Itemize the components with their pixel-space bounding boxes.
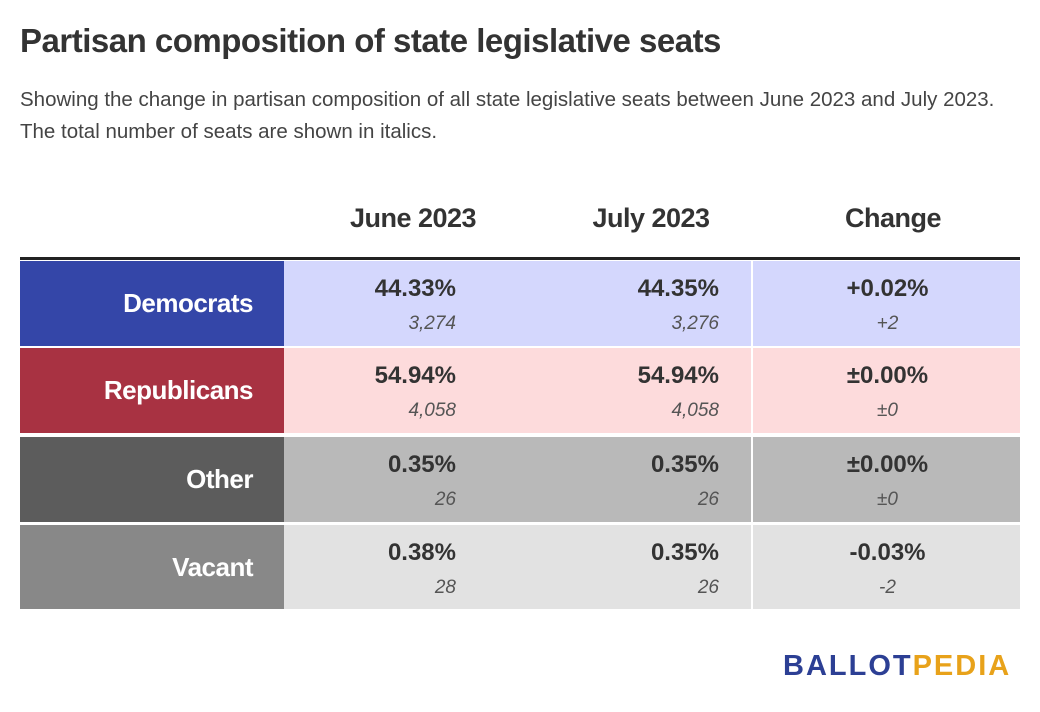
column-header: June 2023 (349, 203, 477, 233)
table-cell: -0.03% -2 (751, 525, 1022, 609)
seat-count: 3,274 (408, 313, 456, 334)
logo: BALLOTPEDIA (783, 650, 1011, 683)
logo-part: PEDIA (912, 650, 1012, 682)
row-label: Republicans (20, 348, 284, 433)
table-row: Democrats 44.33% 3,274 44.35% 3,276 +0.02% +2 (20, 261, 1020, 346)
seat-count: 26 (434, 489, 456, 510)
table-row: Republicans 54.94% 4,058 54.94% 4,058 ±0.00% ±… (20, 348, 1020, 433)
percent: 0.35% (650, 539, 719, 566)
seat-count: -2 (879, 577, 896, 598)
table-cell: 0.38% 28 (284, 525, 487, 609)
table-cell: +0.02% +2 (751, 261, 1022, 346)
row-label: Democrats (20, 261, 284, 346)
seat-count: 4,058 (408, 400, 456, 421)
table-row: Other 0.35% 26 0.35% 26 ±0.00% ±0 (20, 437, 1020, 522)
table-cell: 0.35% 26 (284, 437, 487, 522)
percent: +0.02% (846, 275, 929, 302)
seat-count: ±0 (877, 489, 898, 510)
row-label: Vacant (20, 525, 284, 609)
column-header: July 2023 (592, 203, 710, 233)
seat-count: +2 (876, 313, 899, 334)
percent: 0.38% (387, 539, 456, 566)
percent: 0.35% (650, 451, 719, 478)
seat-count: 26 (697, 577, 719, 598)
table-cell: 44.33% 3,274 (284, 261, 487, 346)
percent: 0.35% (387, 451, 456, 478)
percent: ±0.00% (846, 451, 929, 478)
row-label: Other (20, 437, 284, 522)
header-rule (20, 257, 1020, 260)
subtitle: Showing the change in partisan compositi… (20, 88, 995, 143)
table-cell: ±0.00% ±0 (751, 437, 1022, 522)
percent: ±0.00% (846, 362, 929, 389)
percent: -0.03% (849, 539, 926, 566)
percent: 44.35% (637, 275, 719, 302)
table-cell: 0.35% 26 (517, 437, 750, 522)
seat-count: 26 (697, 489, 719, 510)
seat-count: 3,276 (671, 313, 719, 334)
seat-count: 28 (434, 577, 456, 598)
seat-count: 4,058 (671, 400, 719, 421)
percent: 54.94% (374, 362, 456, 389)
table-cell: 0.35% 26 (517, 525, 750, 609)
percent: 44.33% (374, 275, 456, 302)
percent: 54.94% (637, 362, 719, 389)
title: Partisan composition of state legislativ… (20, 22, 721, 59)
logo-part: BALLOT (783, 650, 913, 682)
seat-count: ±0 (877, 400, 898, 421)
table-row: Vacant 0.38% 28 0.35% 26 -0.03% -2 (20, 525, 1020, 609)
table-cell: ±0.00% ±0 (751, 348, 1022, 433)
table-cell: 54.94% 4,058 (284, 348, 487, 433)
table-cell: 44.35% 3,276 (517, 261, 750, 346)
column-header: Change (844, 203, 942, 233)
table-cell: 54.94% 4,058 (517, 348, 750, 433)
